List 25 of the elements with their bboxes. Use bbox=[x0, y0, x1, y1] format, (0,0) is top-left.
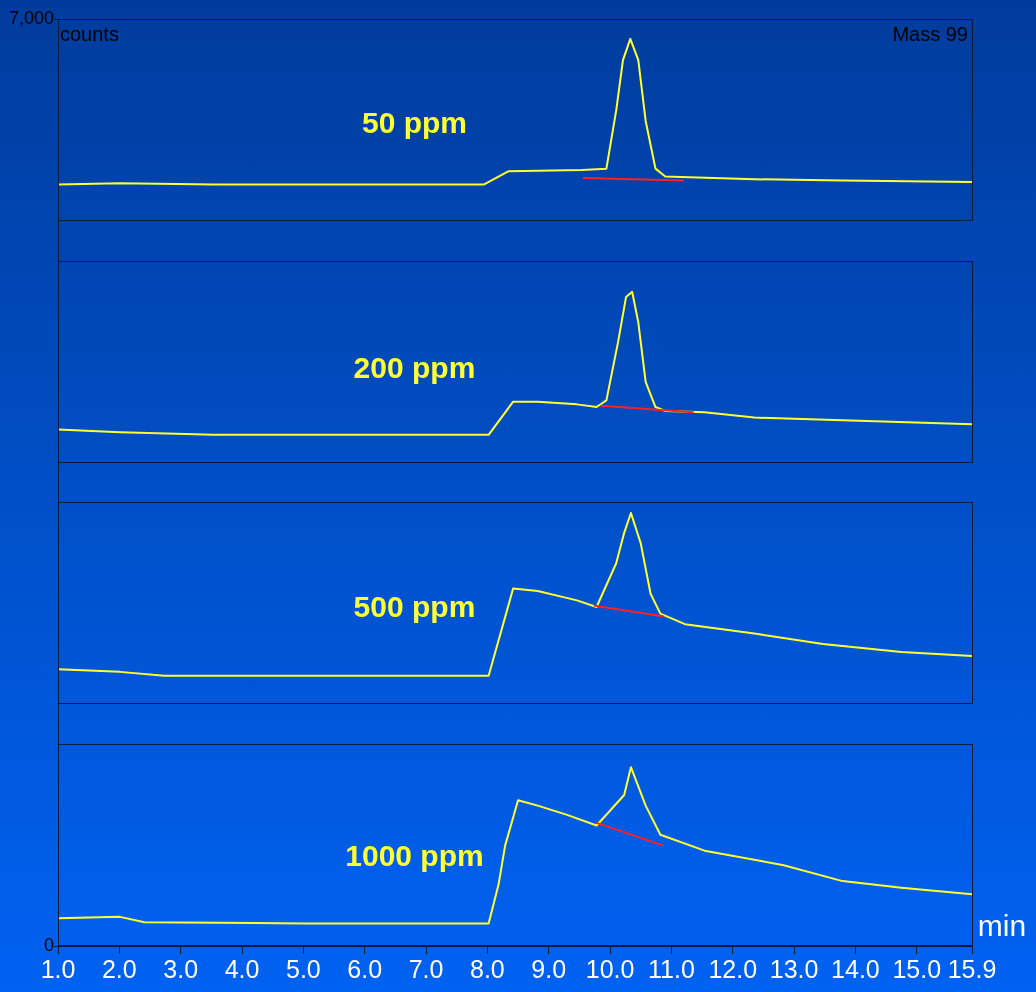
x-tick-label: 15.0 bbox=[892, 954, 942, 983]
x-tick-label: 11.0 bbox=[648, 954, 695, 983]
series-label: 500 ppm bbox=[353, 590, 476, 624]
x-tick-label: 8.0 bbox=[470, 954, 505, 983]
chart-title: Mass 99 bbox=[892, 22, 968, 45]
x-tick-label: 15.9 bbox=[947, 954, 997, 983]
x-tick-label: 14.0 bbox=[831, 954, 880, 983]
series-label: 200 ppm bbox=[353, 350, 476, 384]
x-tick-label: 12.0 bbox=[708, 954, 758, 983]
x-tick-label: 5.0 bbox=[285, 954, 321, 983]
x-tick-label: 9.0 bbox=[531, 954, 567, 983]
x-tick-label: 13.0 bbox=[769, 954, 819, 983]
x-axis-title: min bbox=[977, 909, 1027, 943]
y-tick-label: 7,000 bbox=[8, 7, 54, 28]
series-label: 1000 ppm bbox=[345, 839, 484, 873]
x-tick-label: 1.0 bbox=[40, 954, 76, 983]
y-axis-title: counts bbox=[60, 22, 119, 45]
x-tick-label: 6.0 bbox=[347, 954, 383, 983]
x-tick-label: 3.0 bbox=[163, 954, 199, 983]
x-tick-label: 10.0 bbox=[585, 954, 635, 983]
x-tick-label: 4.0 bbox=[224, 954, 260, 983]
y-tick-label: 0 bbox=[43, 934, 54, 955]
x-tick-label: 7.0 bbox=[408, 954, 444, 983]
x-tick-label: 2.0 bbox=[101, 954, 137, 983]
series-label: 50 ppm bbox=[361, 105, 467, 139]
